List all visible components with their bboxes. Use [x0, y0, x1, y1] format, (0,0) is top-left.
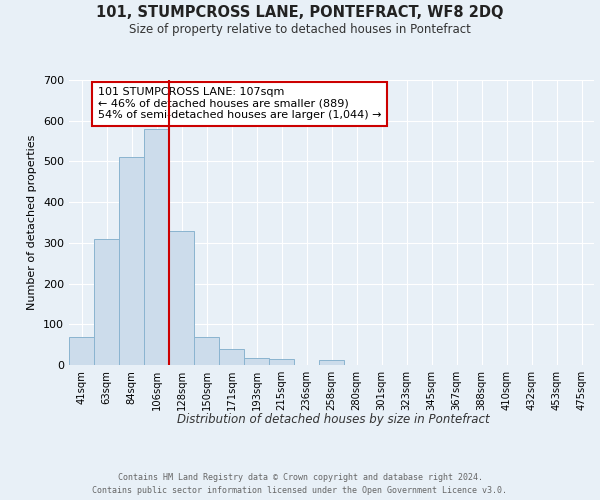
Bar	[219, 348, 244, 365]
Text: Distribution of detached houses by size in Pontefract: Distribution of detached houses by size …	[176, 412, 490, 426]
Bar	[94, 239, 119, 365]
Bar	[269, 359, 294, 365]
Text: Contains public sector information licensed under the Open Government Licence v3: Contains public sector information licen…	[92, 486, 508, 495]
Text: Contains HM Land Registry data © Crown copyright and database right 2024.: Contains HM Land Registry data © Crown c…	[118, 472, 482, 482]
Text: Size of property relative to detached houses in Pontefract: Size of property relative to detached ho…	[129, 22, 471, 36]
Bar	[144, 129, 169, 365]
Bar	[69, 336, 94, 365]
Bar	[194, 336, 219, 365]
Text: 101, STUMPCROSS LANE, PONTEFRACT, WF8 2DQ: 101, STUMPCROSS LANE, PONTEFRACT, WF8 2D…	[96, 5, 504, 20]
Bar	[319, 360, 344, 365]
Bar	[169, 230, 194, 365]
Text: 101 STUMPCROSS LANE: 107sqm
← 46% of detached houses are smaller (889)
54% of se: 101 STUMPCROSS LANE: 107sqm ← 46% of det…	[98, 87, 382, 120]
Y-axis label: Number of detached properties: Number of detached properties	[28, 135, 37, 310]
Bar	[119, 158, 144, 365]
Bar	[244, 358, 269, 365]
